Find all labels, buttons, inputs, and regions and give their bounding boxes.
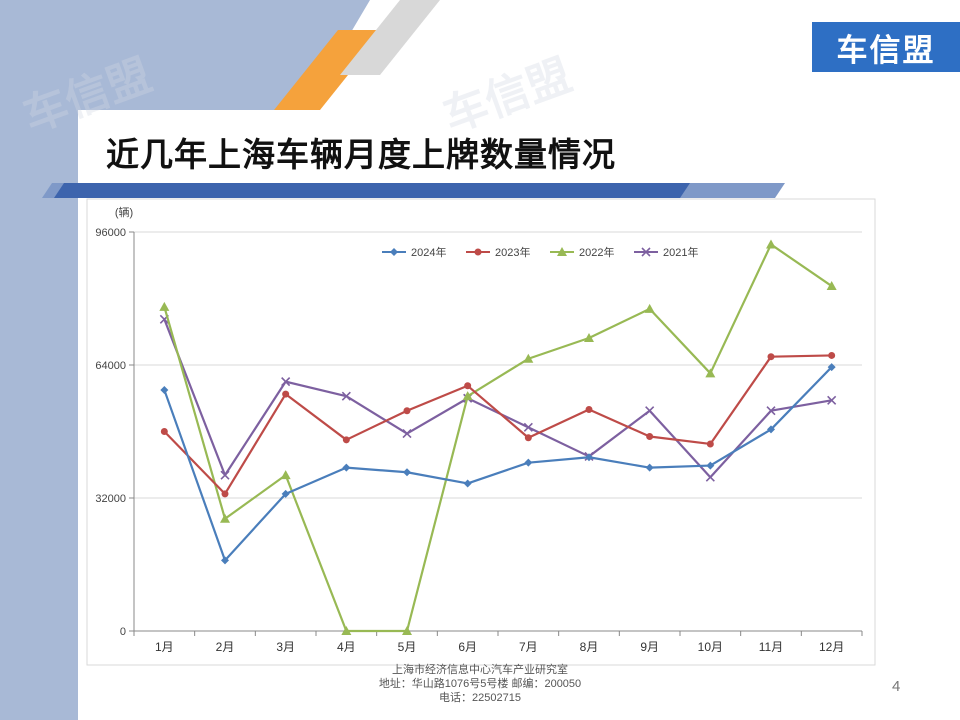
data-point	[767, 425, 775, 434]
y-axis-label: (辆)	[115, 205, 133, 219]
x-tick-label: 8月	[580, 640, 599, 654]
data-point	[221, 490, 229, 498]
x-tick-label: 6月	[458, 640, 477, 654]
data-point	[585, 405, 593, 413]
x-tick-label: 4月	[337, 640, 356, 654]
data-point	[280, 470, 291, 480]
data-point	[341, 391, 351, 401]
data-point	[646, 432, 654, 440]
data-point	[523, 422, 533, 432]
data-point	[584, 332, 594, 342]
x-tick-label: 3月	[276, 640, 295, 654]
footer-phone: 电话：22502715	[439, 692, 521, 704]
y-tick-label: 96000	[95, 227, 126, 239]
left-band	[0, 0, 370, 720]
data-point	[706, 461, 715, 470]
data-point	[160, 428, 168, 435]
data-point	[342, 463, 351, 472]
x-tick-label: 10月	[698, 640, 723, 654]
footer: 上海市经济信息中心汽车产业研究室 地址：华山路1076号5号楼 邮编：20005…	[300, 663, 660, 705]
gray-stripe	[340, 0, 440, 75]
line-chart: 0 32000 64000 96000 (辆) 1月 2月 3月 4月 5月 6月 7月 8月 9月 10月…	[86, 198, 876, 666]
data-point	[282, 390, 290, 398]
legend-marker	[390, 248, 398, 256]
data-point	[402, 429, 412, 439]
data-point	[403, 407, 411, 415]
data-point	[463, 479, 472, 488]
y-tick-label: 0	[120, 626, 126, 638]
data-point	[705, 472, 715, 482]
data-point	[766, 239, 776, 249]
y-tick-label: 32000	[95, 493, 126, 505]
orange-stripe	[274, 30, 384, 110]
data-point	[403, 468, 411, 477]
data-point	[828, 351, 836, 359]
legend-marker	[641, 247, 651, 257]
slide-title: 近几年上海车辆月度上牌数量情况	[106, 135, 616, 174]
data-point	[767, 353, 775, 361]
data-point	[523, 353, 534, 363]
data-point	[160, 385, 169, 394]
x-tick-label: 7月	[519, 640, 538, 654]
data-point	[462, 391, 473, 401]
x-tick-label: 11月	[759, 640, 783, 654]
data-point	[221, 556, 229, 565]
data-point	[341, 626, 352, 635]
x-tick-label: 1月	[155, 640, 174, 654]
data-point	[766, 406, 776, 416]
data-point	[645, 406, 655, 416]
data-point	[706, 440, 714, 448]
data-point	[645, 463, 654, 472]
data-point	[524, 458, 533, 467]
series-line-2024年	[163, 366, 833, 562]
data-point	[281, 489, 290, 498]
data-point	[464, 382, 472, 390]
x-tick-label: 2月	[216, 640, 235, 654]
data-point	[827, 395, 837, 405]
footer-address: 地址：华山路1076号5号楼 邮编：200050	[378, 678, 582, 690]
brand-logo: 车信盟	[812, 22, 960, 72]
data-point	[159, 301, 170, 311]
data-point	[826, 281, 837, 291]
data-point	[705, 368, 716, 378]
page-number: 4	[892, 678, 901, 695]
y-tick-label: 64000	[95, 360, 126, 372]
x-tick-label: 5月	[398, 640, 417, 654]
data-point	[220, 513, 230, 523]
data-point	[585, 453, 593, 462]
series-line-2022年	[163, 243, 833, 633]
data-point	[220, 470, 230, 480]
legend-label: 2021年	[663, 245, 698, 259]
data-point	[827, 363, 836, 372]
title-underline-dark	[54, 183, 690, 198]
legend-label: 2024年	[411, 245, 446, 259]
title-panel-edge	[78, 110, 305, 118]
legend-label: 2022年	[579, 245, 614, 259]
legend-marker	[474, 248, 482, 256]
legend-label: 2023年	[495, 245, 530, 259]
data-point	[524, 434, 532, 442]
data-point	[281, 377, 291, 387]
series-line-2023年	[163, 354, 832, 495]
data-point	[402, 626, 412, 635]
legend-marker	[557, 247, 567, 256]
chart-frame	[86, 198, 876, 666]
data-point	[644, 303, 655, 313]
x-tick-label: 12月	[819, 640, 844, 654]
footer-org: 上海市经济信息中心汽车产业研究室	[392, 664, 568, 676]
data-point	[342, 436, 350, 444]
x-tick-label: 9月	[640, 640, 659, 654]
